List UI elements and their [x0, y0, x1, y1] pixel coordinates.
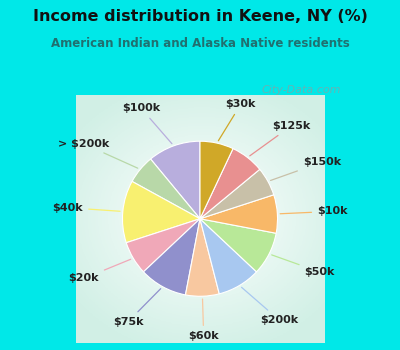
- Text: $75k: $75k: [113, 289, 161, 327]
- Text: City-Data.com: City-Data.com: [262, 85, 341, 95]
- Wedge shape: [186, 219, 219, 296]
- Text: $40k: $40k: [53, 203, 120, 213]
- Wedge shape: [200, 219, 276, 272]
- Text: $200k: $200k: [242, 287, 298, 325]
- Wedge shape: [200, 219, 256, 294]
- Text: $10k: $10k: [280, 206, 348, 216]
- Text: $150k: $150k: [270, 157, 341, 181]
- Wedge shape: [200, 195, 278, 233]
- Wedge shape: [200, 149, 260, 219]
- Text: $20k: $20k: [68, 259, 131, 284]
- Text: $125k: $125k: [250, 121, 310, 156]
- Wedge shape: [144, 219, 200, 295]
- Text: $60k: $60k: [188, 299, 219, 341]
- Wedge shape: [126, 219, 200, 272]
- Wedge shape: [122, 181, 200, 243]
- Wedge shape: [150, 141, 200, 219]
- Wedge shape: [200, 169, 274, 219]
- Text: $30k: $30k: [218, 99, 256, 141]
- Text: $50k: $50k: [272, 255, 335, 277]
- Wedge shape: [132, 159, 200, 219]
- Text: $100k: $100k: [122, 103, 172, 144]
- Text: Income distribution in Keene, NY (%): Income distribution in Keene, NY (%): [32, 9, 368, 24]
- Text: American Indian and Alaska Native residents: American Indian and Alaska Native reside…: [51, 37, 349, 50]
- Text: > $200k: > $200k: [58, 139, 138, 168]
- Wedge shape: [200, 141, 233, 219]
